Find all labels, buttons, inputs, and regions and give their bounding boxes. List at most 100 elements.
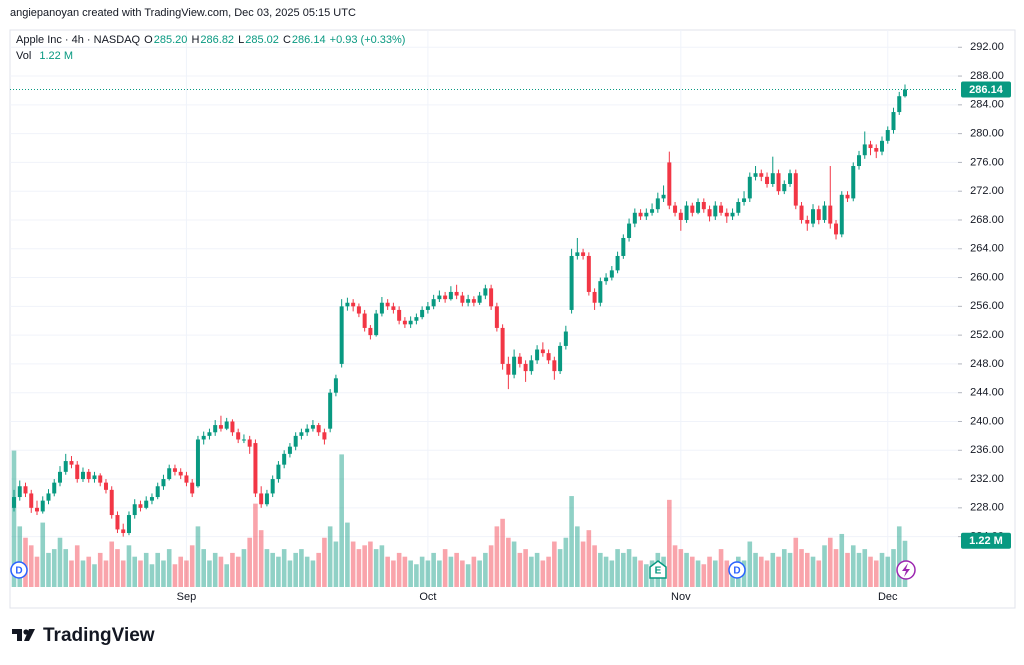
volume-bar bbox=[701, 564, 707, 587]
candle-body bbox=[414, 317, 419, 321]
candle-body bbox=[621, 237, 626, 256]
volume-bar bbox=[195, 526, 201, 587]
candle-body bbox=[523, 363, 528, 372]
candle-body bbox=[397, 309, 402, 321]
volume-bar bbox=[816, 560, 822, 587]
volume-tag bbox=[961, 532, 1011, 549]
volume-bar bbox=[69, 560, 74, 587]
volume-title: Vol bbox=[16, 50, 32, 62]
y-tick-label: 244.00 bbox=[970, 387, 1004, 399]
candle-body bbox=[80, 471, 85, 480]
y-tick-label: 280.00 bbox=[970, 128, 1004, 140]
candle-body bbox=[759, 173, 764, 177]
candle-body bbox=[195, 439, 200, 487]
volume-bar bbox=[713, 560, 718, 587]
volume-bar bbox=[253, 503, 258, 587]
legend-label: C bbox=[282, 34, 291, 46]
volume-bar bbox=[552, 541, 557, 587]
candle-body bbox=[575, 252, 580, 256]
y-tick-label: 240.00 bbox=[970, 415, 1004, 427]
volume-bar bbox=[287, 560, 293, 587]
volume-bar bbox=[333, 541, 339, 587]
candle-body bbox=[862, 144, 867, 156]
candle-body bbox=[333, 378, 338, 393]
candle-body bbox=[443, 295, 448, 300]
last-price-label: 286.14 bbox=[969, 84, 1004, 96]
volume-bar bbox=[166, 549, 172, 587]
logo-text: TradingView bbox=[43, 625, 155, 646]
y-tick-label: 256.00 bbox=[970, 300, 1004, 312]
volume-bar bbox=[448, 556, 454, 587]
candle-body bbox=[598, 281, 603, 303]
x-tick-label: Dec bbox=[878, 591, 898, 603]
volume-bar bbox=[408, 560, 413, 587]
volume-bar bbox=[850, 545, 856, 587]
volume-bar bbox=[172, 564, 178, 587]
volume-bar bbox=[241, 549, 247, 587]
volume-bar bbox=[672, 545, 678, 587]
credit: angiepanoyan created with TradingView.co… bbox=[10, 7, 356, 19]
volume-bar bbox=[471, 556, 477, 587]
candle-body bbox=[880, 140, 885, 152]
volume-bar bbox=[299, 549, 304, 587]
volume-legend: Vol 1.22 M bbox=[16, 50, 74, 62]
y-tick-label: 228.00 bbox=[970, 502, 1004, 514]
last-price-tag bbox=[961, 81, 1011, 98]
y-tick-label: 252.00 bbox=[970, 329, 1004, 341]
volume-bar bbox=[592, 545, 597, 587]
y-tick-label: 272.00 bbox=[970, 185, 1004, 197]
volume-bar bbox=[764, 560, 770, 587]
candle-body bbox=[655, 198, 660, 210]
candle-body bbox=[408, 320, 413, 325]
volume-bar bbox=[546, 556, 551, 587]
volume-bar bbox=[632, 556, 638, 587]
volume-bar bbox=[483, 552, 488, 587]
candle-body bbox=[494, 306, 499, 328]
candle-body bbox=[724, 212, 729, 217]
candle-body bbox=[776, 173, 781, 192]
volume-bar bbox=[707, 556, 712, 587]
volume-bar bbox=[258, 530, 264, 587]
candle-body bbox=[230, 421, 235, 433]
candle-body bbox=[891, 112, 896, 131]
volume-bar bbox=[17, 526, 23, 587]
candle-body bbox=[678, 212, 683, 220]
volume-bar bbox=[747, 541, 753, 587]
volume-bar bbox=[138, 560, 143, 587]
volume-bar bbox=[460, 560, 465, 587]
volume-bar bbox=[896, 526, 902, 587]
candle-body bbox=[730, 212, 735, 217]
candle-body bbox=[420, 309, 425, 318]
candle-body bbox=[765, 176, 770, 185]
y-tick-label: 264.00 bbox=[970, 243, 1004, 255]
volume-bar bbox=[770, 552, 776, 587]
volume-bar bbox=[540, 560, 546, 587]
volume-bar bbox=[494, 526, 500, 587]
y-tick-label: 288.00 bbox=[970, 70, 1004, 82]
candle-body bbox=[247, 439, 252, 447]
volume-bar bbox=[224, 564, 229, 587]
volume-bar bbox=[218, 556, 224, 587]
volume-bar bbox=[270, 552, 275, 587]
volume-bar bbox=[414, 564, 419, 587]
candle-body bbox=[86, 471, 91, 480]
candle-body bbox=[673, 205, 678, 213]
volume-bar bbox=[563, 537, 569, 587]
candle-body bbox=[218, 425, 223, 429]
volume-bar bbox=[431, 552, 436, 587]
x-tick-label: Oct bbox=[419, 591, 436, 603]
y-tick-label: 248.00 bbox=[970, 358, 1004, 370]
volume-bar bbox=[523, 549, 528, 587]
volume-bar bbox=[586, 530, 592, 587]
volume-bar bbox=[598, 552, 603, 587]
volume-bar bbox=[667, 499, 672, 587]
volume-bar bbox=[149, 564, 155, 587]
candle-body bbox=[834, 223, 839, 235]
volume-bar bbox=[189, 545, 195, 587]
chart-frame bbox=[9, 29, 1016, 609]
volume-bar bbox=[46, 552, 51, 587]
candle-body bbox=[213, 425, 218, 433]
volume-bar bbox=[109, 541, 115, 587]
volume-bar bbox=[402, 556, 408, 587]
volume-bar bbox=[724, 560, 730, 587]
